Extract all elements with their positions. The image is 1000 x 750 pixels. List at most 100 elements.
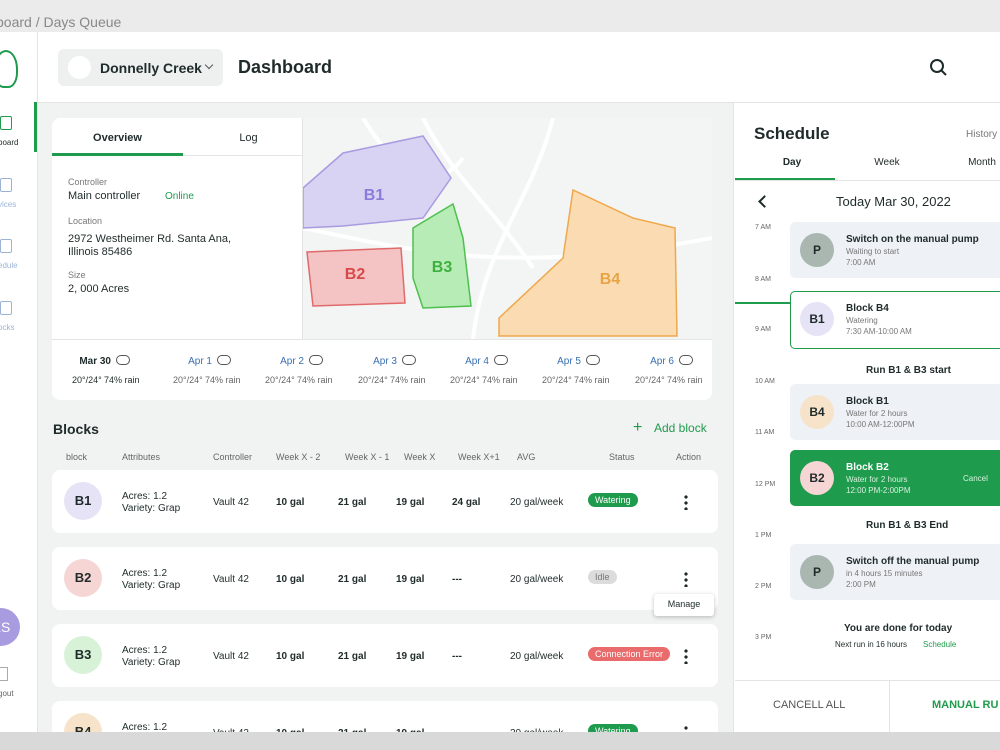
cell: 24 gal: [452, 497, 481, 508]
event-sub: Watering: [846, 316, 878, 325]
schedule-date: Today Mar 30, 2022: [836, 194, 951, 209]
action-menu[interactable]: [684, 494, 688, 510]
cell: 10 gal: [276, 497, 305, 508]
manual-run[interactable]: MANUAL RU: [932, 699, 999, 711]
cell: Acres: 1.2: [122, 645, 168, 656]
map: [303, 118, 712, 339]
cell: 21 gal: [338, 574, 367, 585]
column-header: Status: [609, 452, 635, 462]
logo: [0, 50, 18, 88]
cancel-all[interactable]: CANCELL ALL: [773, 699, 846, 711]
schedule-tab[interactable]: Day: [782, 157, 802, 168]
forecast-temp: 20°/24°: [450, 375, 480, 385]
event-time: 2:00 PM: [846, 580, 876, 589]
forecast-day: Apr 5: [557, 356, 581, 367]
action-menu[interactable]: [684, 648, 688, 664]
cell: ---: [452, 574, 462, 585]
forecast-rain: 74% rain: [667, 375, 703, 385]
time-label: 10 AM: [755, 378, 775, 385]
nav-icon[interactable]: [0, 178, 12, 192]
cell: 19 gal: [396, 574, 425, 585]
schedule-tab[interactable]: Week: [874, 157, 900, 168]
time-label: 8 AM: [755, 276, 771, 283]
event-sub: Water for 2 hours: [846, 475, 908, 484]
info-tab[interactable]: Overview: [93, 132, 142, 144]
search-icon[interactable]: [927, 55, 951, 79]
add-block[interactable]: Add block: [654, 421, 707, 435]
forecast-rain: 74% rain: [390, 375, 426, 385]
value: Main controller: [68, 190, 141, 202]
event-cancel[interactable]: Cancel: [963, 474, 988, 483]
avatar[interactable]: ES: [0, 608, 20, 646]
bottom-bar: [0, 732, 1000, 750]
value: 2972 Westheimer Rd. Santa Ana, Illinois …: [68, 233, 232, 258]
site-name[interactable]: Donnelly Creek: [100, 60, 202, 76]
column-header: Action: [676, 452, 702, 462]
cell: Variety: Grap: [122, 580, 181, 591]
forecast-rain: 74% rain: [104, 375, 140, 385]
top-bar: [0, 0, 1000, 32]
cell: 19 gal: [396, 497, 425, 508]
column-header: Week X - 1: [345, 452, 390, 462]
schedule-tab-underline: [735, 178, 835, 181]
forecast-temp: 20°/24°: [358, 375, 388, 385]
nav-label[interactable]: board: [0, 138, 19, 147]
footer-split: [889, 680, 890, 740]
event-time: 10:00 AM-12:00PM: [846, 420, 915, 429]
nav-label[interactable]: vices: [0, 200, 17, 209]
column-header: Attributes: [122, 452, 161, 462]
section-title: Blocks: [53, 421, 99, 437]
schedule-title: Schedule: [754, 124, 830, 143]
nav-label[interactable]: ocks: [0, 323, 15, 332]
schedule-tab[interactable]: Month: [968, 157, 996, 168]
nav-icon[interactable]: [0, 301, 12, 315]
cell: Vault 42: [213, 651, 249, 662]
history-link[interactable]: History: [966, 129, 998, 140]
weather-icon: [402, 355, 416, 365]
cell: Acres: 1.2: [122, 722, 168, 733]
forecast-temp: 20°/24°: [173, 375, 203, 385]
forecast-temp: 20°/24°: [72, 375, 102, 385]
status-online: Online: [165, 191, 194, 202]
nav-label[interactable]: edule: [0, 261, 18, 270]
forecast-temp: 20°/24°: [542, 375, 572, 385]
weather-icon: [116, 355, 130, 365]
logout-icon[interactable]: [0, 667, 8, 681]
forecast-temp: 20°/24°: [635, 375, 665, 385]
map-block-label[interactable]: B2: [344, 266, 366, 283]
forecast-day: Mar 30: [79, 356, 111, 367]
column-header: block: [66, 452, 88, 462]
map-block-label[interactable]: B3: [431, 259, 453, 276]
map-block-label[interactable]: B4: [599, 271, 621, 288]
tab-underline: [52, 153, 183, 156]
event-badge: B2: [800, 461, 834, 495]
info-tab[interactable]: Log: [239, 132, 258, 144]
breadcrumb: board / Days Queue: [0, 14, 122, 30]
time-label: 12 PM: [755, 481, 776, 488]
weather-icon: [217, 355, 231, 365]
cell: Vault 42: [213, 574, 249, 585]
menu-item[interactable]: Manage: [667, 599, 701, 609]
time-label: 7 AM: [755, 224, 771, 231]
column-header: Controller: [213, 452, 253, 462]
nav-icon[interactable]: [0, 239, 12, 253]
logout-label[interactable]: gout: [0, 689, 14, 698]
nav-icon[interactable]: [0, 116, 12, 130]
cell: 20 gal/week: [510, 651, 564, 662]
action-menu[interactable]: [684, 571, 688, 587]
status-badge: Connection Error: [588, 647, 671, 661]
schedule-link[interactable]: Schedule: [923, 640, 957, 649]
column-header: Week X+1: [458, 452, 500, 462]
time-label: 1 PM: [755, 532, 772, 539]
block-badge: B2: [64, 559, 102, 597]
cell: 10 gal: [276, 574, 305, 585]
active-indicator: [34, 102, 37, 152]
event-time: 12:00 PM-2:00PM: [846, 486, 911, 495]
forecast-day: Apr 6: [650, 356, 674, 367]
map-divider: [302, 118, 303, 339]
label: Size: [68, 270, 86, 280]
cell: Acres: 1.2: [122, 568, 168, 579]
map-block-label[interactable]: B1: [363, 187, 385, 204]
